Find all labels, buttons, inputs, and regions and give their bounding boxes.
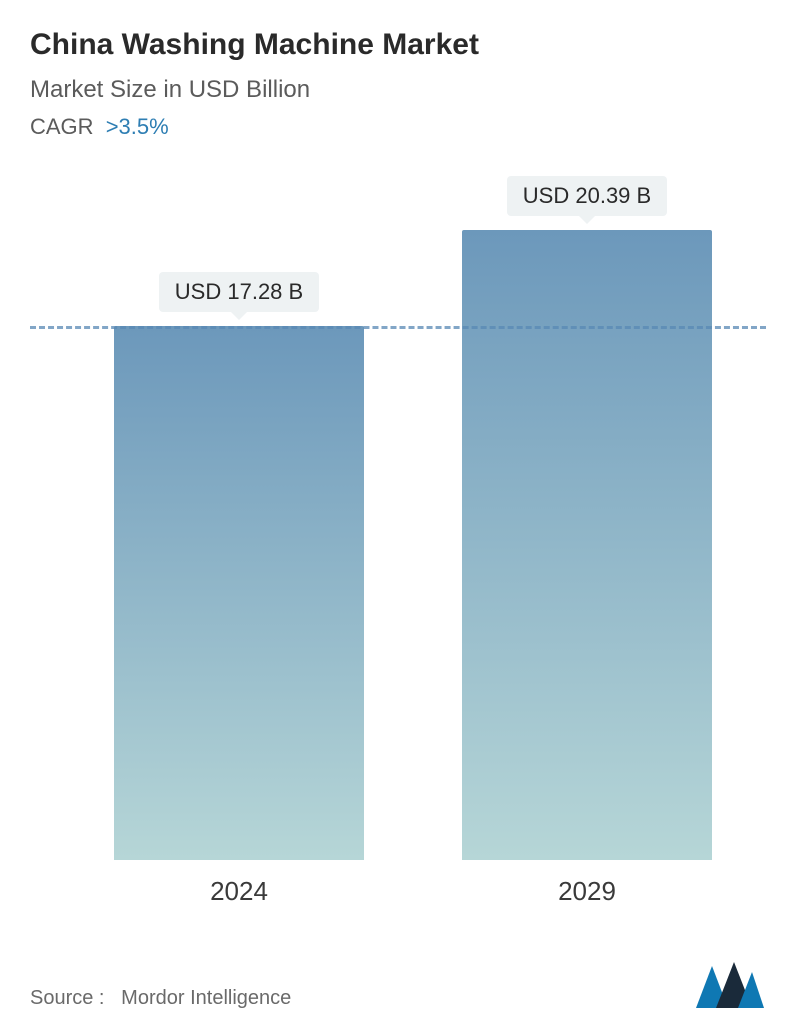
page-root: China Washing Machine Market Market Size… [0,0,796,1034]
bar-data-label: USD 20.39 B [507,176,667,216]
chart-plot-area: USD 17.28 BUSD 20.39 B [30,180,766,860]
cagr-label: CAGR [30,114,94,139]
bar [462,230,712,860]
chart-footer: Source : Mordor Intelligence [30,962,766,1010]
bar [114,326,364,860]
bar-group: USD 20.39 B [462,176,712,860]
cagr-value: >3.5% [106,114,169,139]
chart-subtitle: Market Size in USD Billion [30,76,766,104]
bar-data-label: USD 17.28 B [159,272,319,312]
bar-group: USD 17.28 B [114,272,364,860]
source-text: Source : Mordor Intelligence [30,987,291,1010]
x-axis-label: 2024 [210,876,268,907]
x-axis-label: 2029 [558,876,616,907]
x-axis-labels-row: 2024 2029 [30,860,766,920]
mordor-logo-icon [694,962,766,1010]
source-name: Mordor Intelligence [121,987,291,1009]
cagr-row: CAGR >3.5% [30,114,766,140]
source-label: Source : [30,987,104,1009]
chart-title: China Washing Machine Market [30,28,766,62]
reference-dashed-line [30,326,766,329]
